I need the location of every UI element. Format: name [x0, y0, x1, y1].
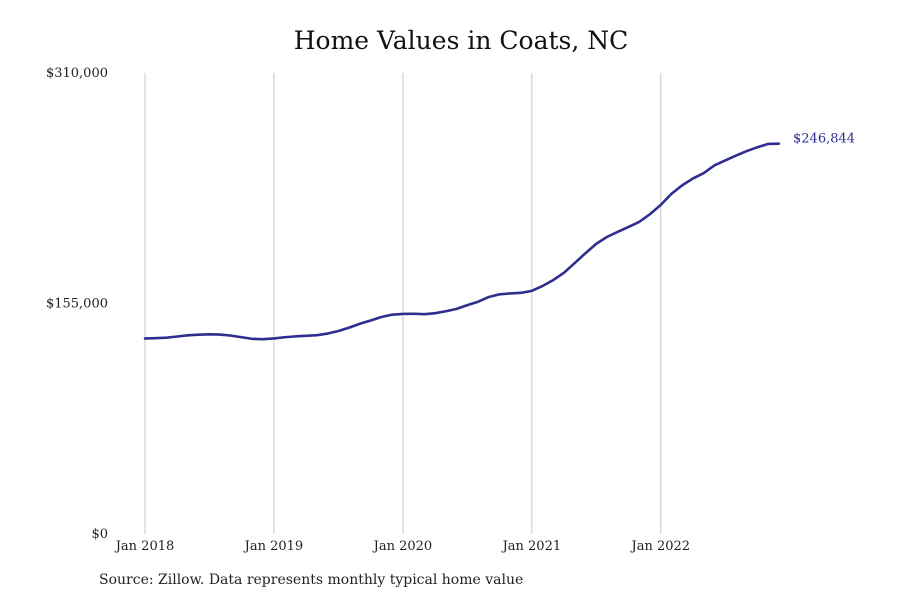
- x-tick-label: Jan 2021: [501, 539, 562, 554]
- y-axis-tick-labels: $0 $155,000 $310,000: [46, 66, 108, 542]
- chart-title: Home Values in Coats, NC: [293, 26, 629, 55]
- source-note: Source: Zillow. Data represents monthly …: [99, 572, 524, 588]
- y-tick-label: $310,000: [46, 66, 108, 81]
- end-value-label: $246,844: [793, 132, 855, 147]
- series-line: [143, 142, 781, 341]
- x-tick-label: Jan 2020: [372, 539, 433, 554]
- x-tick-label: Jan 2018: [114, 539, 175, 554]
- x-tick-label: Jan 2019: [243, 539, 304, 554]
- series-layer: [143, 142, 781, 341]
- x-tick-label: Jan 2022: [630, 539, 691, 554]
- x-axis-tick-labels: Jan 2018 Jan 2019 Jan 2020 Jan 2021 Jan 2022: [114, 539, 690, 554]
- y-tick-label: $155,000: [46, 297, 108, 312]
- grid-lines: [144, 73, 662, 534]
- data-label-layer: $246,844: [793, 132, 855, 147]
- y-tick-label: $0: [91, 527, 108, 542]
